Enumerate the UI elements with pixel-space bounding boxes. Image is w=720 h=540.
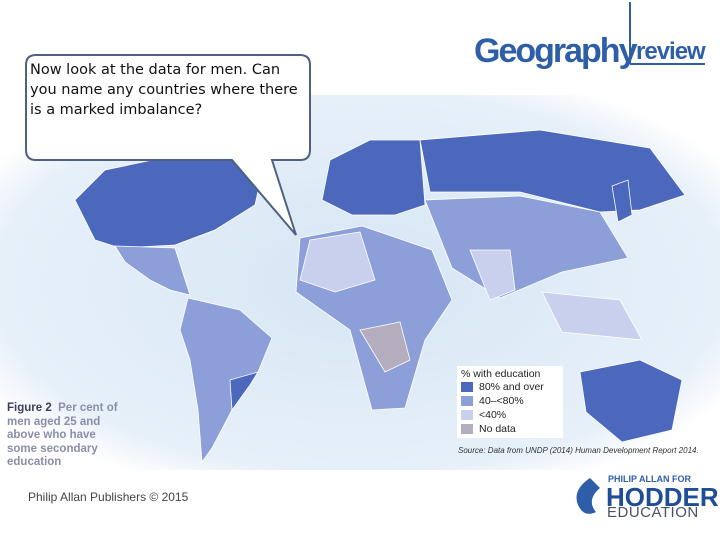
legend-swatch xyxy=(461,410,473,420)
publisher-top: PHILIP ALLAN FOR xyxy=(608,474,691,484)
copyright: Philip Allan Publishers © 2015 xyxy=(28,490,189,504)
legend-item: 80% and over xyxy=(461,380,559,394)
legend-label: 80% and over xyxy=(479,381,544,393)
central-america xyxy=(114,245,191,296)
figure-caption: Figure 2 Per cent of men aged 25 and abo… xyxy=(7,402,127,470)
europe xyxy=(321,139,426,216)
logo-main: Geography xyxy=(474,32,637,70)
legend-swatch xyxy=(461,382,473,392)
south-america xyxy=(179,297,273,464)
australia xyxy=(579,359,683,443)
japan xyxy=(611,179,633,223)
asia xyxy=(424,195,629,299)
legend-item: 40–<80% xyxy=(461,394,559,408)
south-america-south xyxy=(229,371,259,412)
sahel xyxy=(299,231,376,293)
southeast-asia xyxy=(541,291,643,341)
south-asia xyxy=(469,249,516,301)
caption-start: Per cent xyxy=(58,402,104,414)
publisher-sub: EDUCATION xyxy=(607,504,699,521)
world-map xyxy=(74,129,686,464)
legend: % with education 80% and over 40–<80% <40%… xyxy=(457,366,563,438)
figure-label: Figure 2 xyxy=(7,402,52,414)
central-africa xyxy=(359,321,411,373)
source: Source: Data from UNDP (2014) Human Deve… xyxy=(458,446,699,455)
legend-label: <40% xyxy=(479,409,507,421)
legend-swatch xyxy=(461,424,473,434)
legend-swatch xyxy=(461,396,473,406)
callout-text: Now look at the data for men. Can you na… xyxy=(30,62,298,118)
publisher-main: HODDER xyxy=(606,482,719,512)
logo-sub: review xyxy=(636,38,706,65)
legend-item: No data xyxy=(461,422,559,436)
legend-item: <40% xyxy=(461,408,559,422)
legend-label: No data xyxy=(479,423,516,435)
hodder-mark xyxy=(576,478,600,514)
caption-rest: of men aged 25 and above who have some s… xyxy=(7,402,118,468)
legend-title: % with education xyxy=(461,368,541,380)
speech-bubble xyxy=(25,54,311,236)
legend-label: 40–<80% xyxy=(479,395,524,407)
